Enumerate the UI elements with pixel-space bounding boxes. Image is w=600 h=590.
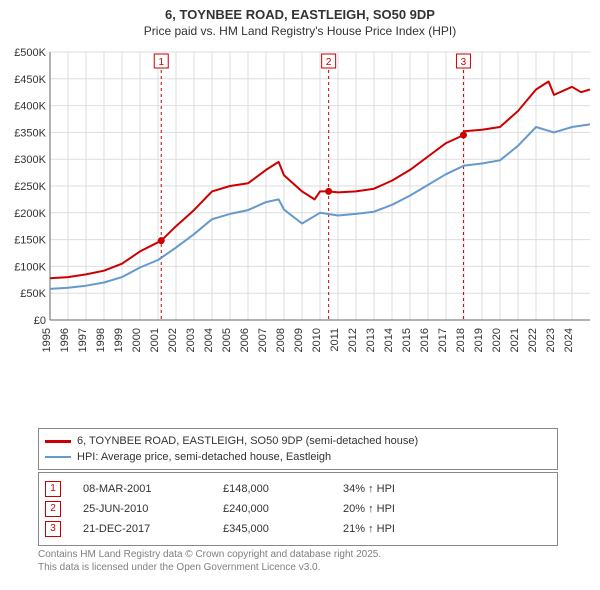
svg-text:2004: 2004 [203, 328, 215, 352]
svg-text:£100K: £100K [14, 261, 46, 273]
sale-date: 21-DEC-2017 [83, 523, 223, 535]
svg-text:£250K: £250K [14, 181, 46, 193]
sale-price: £240,000 [223, 503, 343, 515]
svg-text:2008: 2008 [275, 328, 287, 352]
svg-text:2021: 2021 [509, 328, 521, 352]
svg-text:2017: 2017 [437, 328, 449, 352]
svg-text:2009: 2009 [293, 328, 305, 352]
svg-text:2007: 2007 [257, 328, 269, 352]
svg-text:2001: 2001 [149, 328, 161, 352]
svg-text:2010: 2010 [311, 328, 323, 352]
sale-price: £345,000 [223, 523, 343, 535]
svg-text:1999: 1999 [113, 328, 125, 352]
svg-text:2019: 2019 [473, 328, 485, 352]
sale-hpi: 20% ↑ HPI [343, 503, 453, 515]
legend-swatch [45, 456, 71, 458]
svg-text:2003: 2003 [185, 328, 197, 352]
svg-text:2005: 2005 [221, 328, 233, 352]
svg-text:£0: £0 [34, 315, 46, 327]
svg-text:2022: 2022 [527, 328, 539, 352]
sale-date: 08-MAR-2001 [83, 483, 223, 495]
chart-container: { "title_line1": "6, TOYNBEE ROAD, EASTL… [0, 0, 600, 590]
svg-text:1: 1 [158, 57, 164, 68]
svg-text:£350K: £350K [14, 127, 46, 139]
svg-text:2000: 2000 [131, 328, 143, 352]
svg-text:2020: 2020 [491, 328, 503, 352]
svg-text:2023: 2023 [545, 328, 557, 352]
sale-row: 2 25-JUN-2010£240,00020% ↑ HPI [45, 499, 551, 519]
legend-swatch [45, 440, 71, 443]
svg-text:1996: 1996 [59, 328, 71, 352]
price-chart: £0 £50K £100K £150K £200K £250K £300K £350K £400… [4, 48, 596, 388]
footer-text-1: Contains HM Land Registry data © Crown c… [38, 548, 558, 561]
svg-text:1997: 1997 [77, 328, 89, 352]
sale-row: 1 08-MAR-2001£148,00034% ↑ HPI [45, 479, 551, 499]
sales-table: 1 08-MAR-2001£148,00034% ↑ HPI 2 25-JUN-201… [38, 472, 558, 546]
sale-hpi: 34% ↑ HPI [343, 483, 453, 495]
legend: 6, TOYNBEE ROAD, EASTLEIGH, SO50 9DP (se… [38, 428, 558, 470]
svg-text:£500K: £500K [14, 48, 46, 59]
svg-text:2013: 2013 [365, 328, 377, 352]
sale-price: £148,000 [223, 483, 343, 495]
svg-text:2016: 2016 [419, 328, 431, 352]
svg-text:£50K: £50K [20, 288, 46, 300]
chart-title-line2: Price paid vs. HM Land Registry's House … [0, 24, 600, 42]
svg-text:2018: 2018 [455, 328, 467, 352]
sale-marker-icon: 3 [45, 521, 61, 537]
legend-label: HPI: Average price, semi-detached house,… [77, 451, 331, 463]
svg-text:3: 3 [461, 57, 467, 68]
sale-marker-icon: 1 [45, 481, 61, 497]
legend-item: HPI: Average price, semi-detached house,… [45, 449, 551, 465]
svg-text:£450K: £450K [14, 74, 46, 86]
svg-text:£300K: £300K [14, 154, 46, 166]
footer-text-2: This data is licensed under the Open Gov… [38, 561, 558, 574]
svg-text:£400K: £400K [14, 101, 46, 113]
svg-text:2002: 2002 [167, 328, 179, 352]
svg-text:2024: 2024 [563, 328, 575, 352]
legend-item: 6, TOYNBEE ROAD, EASTLEIGH, SO50 9DP (se… [45, 433, 551, 449]
sale-marker-icon: 2 [45, 501, 61, 517]
svg-text:1995: 1995 [41, 328, 53, 352]
legend-label: 6, TOYNBEE ROAD, EASTLEIGH, SO50 9DP (se… [77, 435, 418, 447]
sale-date: 25-JUN-2010 [83, 503, 223, 515]
svg-text:£200K: £200K [14, 208, 46, 220]
svg-text:2: 2 [326, 57, 332, 68]
svg-text:2014: 2014 [383, 328, 395, 352]
svg-text:2015: 2015 [401, 328, 413, 352]
sale-row: 3 21-DEC-2017£345,00021% ↑ HPI [45, 519, 551, 539]
chart-title-line1: 6, TOYNBEE ROAD, EASTLEIGH, SO50 9DP [0, 0, 600, 24]
attribution-footer: Contains HM Land Registry data © Crown c… [38, 548, 558, 574]
svg-text:2006: 2006 [239, 328, 251, 352]
svg-text:£150K: £150K [14, 235, 46, 247]
svg-text:1998: 1998 [95, 328, 107, 352]
sale-hpi: 21% ↑ HPI [343, 523, 453, 535]
svg-text:2011: 2011 [329, 328, 341, 352]
svg-text:2012: 2012 [347, 328, 359, 352]
